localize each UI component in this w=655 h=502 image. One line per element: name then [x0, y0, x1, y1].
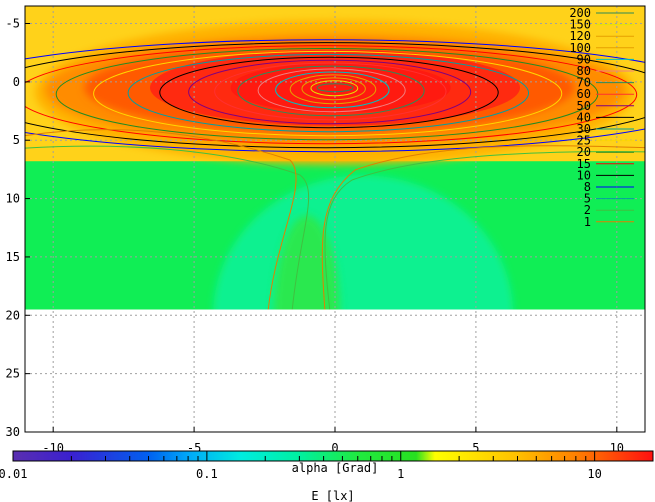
y-tick-label: -5 [6, 17, 20, 31]
contour-10 [25, 42, 645, 149]
contour-100 [289, 74, 377, 105]
legend-label: 50 [577, 99, 591, 113]
legend-label: 70 [577, 76, 591, 90]
legend-label: 30 [577, 122, 591, 136]
legend-label: 120 [569, 29, 591, 43]
colorbar-tick-label: 0.01 [0, 467, 27, 481]
legend-label: 20 [577, 145, 591, 159]
colorbar-label: E [lx] [311, 489, 354, 502]
legend-label: 40 [577, 110, 591, 124]
heat-band-red-core [230, 62, 451, 113]
x-axis-label: alpha [Grad] [292, 461, 379, 475]
y-tick-label: 30 [6, 425, 20, 439]
contour-80 [257, 68, 406, 113]
legend-label: 90 [577, 52, 591, 66]
legend-label: 200 [569, 6, 591, 20]
contour-2 [25, 145, 645, 310]
contour-200 [316, 83, 354, 93]
contour-25 [93, 50, 563, 137]
colorbar-tick-label: 0.1 [196, 467, 218, 481]
colorbar-tick-label: 10 [587, 467, 601, 481]
contour-150 [310, 80, 359, 97]
colorbar-ramp [12, 450, 654, 462]
contour-1 [25, 129, 645, 310]
legend-label: 1 [584, 215, 591, 229]
y-tick-label: 10 [6, 192, 20, 206]
y-tick-label: 0 [13, 75, 20, 89]
colorbar: 0.01 0.1 1 10 [0, 450, 654, 481]
legend-label: 25 [577, 134, 591, 148]
legend-label: 150 [569, 18, 591, 32]
legend-label: 60 [577, 87, 591, 101]
contour-120 [301, 77, 366, 101]
contour-lines [25, 39, 645, 310]
x-tick-label: 5 [472, 441, 479, 455]
heat-band-low [213, 175, 514, 310]
y-tick-label: 20 [6, 308, 20, 322]
y-tick-label: 5 [13, 133, 20, 147]
contour-40 [159, 56, 499, 129]
contour-90 [275, 71, 390, 109]
legend-label: 8 [584, 180, 591, 194]
contour-50 [188, 59, 472, 125]
y-tick-label: 25 [6, 367, 20, 381]
contour-70 [237, 65, 425, 117]
legend-label: 15 [577, 157, 591, 171]
contour-8 [25, 39, 645, 153]
colorbar-tick-label: 1 [397, 467, 404, 481]
legend-label: 5 [584, 192, 591, 206]
legend-label: 80 [577, 64, 591, 78]
legend-label: 2 [584, 203, 591, 217]
y-tick-label: 15 [6, 250, 20, 264]
x-tick-label: 0 [331, 441, 338, 455]
contour-15 [25, 45, 638, 145]
legend-label: 100 [569, 41, 591, 55]
contour-30 [127, 53, 530, 133]
legend-label: 10 [577, 168, 591, 182]
contour-60 [214, 62, 447, 121]
